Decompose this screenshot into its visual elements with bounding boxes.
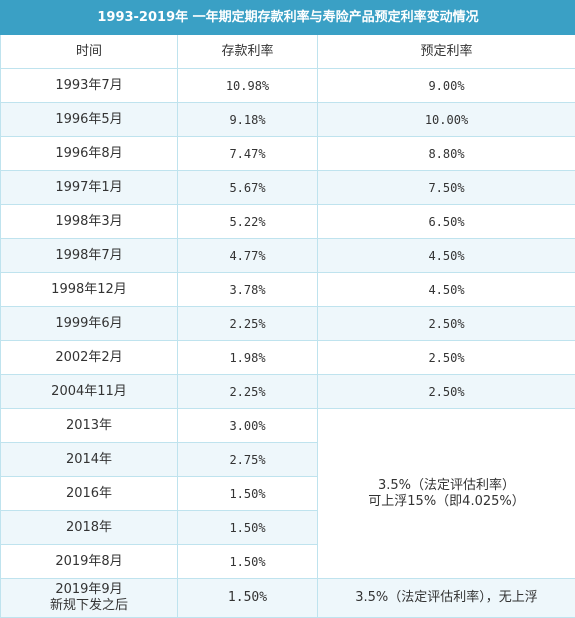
table-row: 1996年8月 7.47% 8.80%	[1, 137, 575, 171]
cell-preset-rate: 10.00%	[318, 103, 575, 137]
last-time-line1: 2019年9月	[1, 582, 177, 598]
table-title-row: 1993-2019年 一年期定期存款利率与寿险产品预定利率变动情况	[1, 1, 575, 35]
cell-time: 2002年2月	[1, 341, 178, 375]
table-row: 2019年9月 新规下发之后 1.50% 3.5%（法定评估利率），无上浮	[1, 579, 575, 618]
table-row: 2013年 3.00% 3.5%（法定评估利率） 可上浮15%（即4.025%）	[1, 409, 575, 443]
table-row: 1998年7月 4.77% 4.50%	[1, 239, 575, 273]
cell-time: 1996年5月	[1, 103, 178, 137]
last-time-line2: 新规下发之后	[1, 598, 177, 614]
cell-preset-rate: 9.00%	[318, 69, 575, 103]
cell-deposit-rate: 3.00%	[178, 409, 318, 443]
cell-time: 2014年	[1, 443, 178, 477]
cell-preset-rate-merged: 3.5%（法定评估利率） 可上浮15%（即4.025%）	[318, 409, 575, 579]
cell-preset-rate: 2.50%	[318, 341, 575, 375]
merged-preset-line1: 3.5%（法定评估利率）	[318, 478, 575, 494]
table-row: 1997年1月 5.67% 7.50%	[1, 171, 575, 205]
cell-time: 2019年8月	[1, 545, 178, 579]
table-title: 1993-2019年 一年期定期存款利率与寿险产品预定利率变动情况	[1, 1, 575, 35]
cell-time: 1998年3月	[1, 205, 178, 239]
merged-preset-line2: 可上浮15%（即4.025%）	[318, 494, 575, 510]
cell-time: 2013年	[1, 409, 178, 443]
cell-deposit-rate: 2.25%	[178, 375, 318, 409]
cell-time: 1998年7月	[1, 239, 178, 273]
table-row: 1998年3月 5.22% 6.50%	[1, 205, 575, 239]
cell-preset-rate: 7.50%	[318, 171, 575, 205]
table-row: 1999年6月 2.25% 2.50%	[1, 307, 575, 341]
table-row: 1998年12月 3.78% 4.50%	[1, 273, 575, 307]
table-row: 2002年2月 1.98% 2.50%	[1, 341, 575, 375]
cell-preset-rate: 8.80%	[318, 137, 575, 171]
header-time: 时间	[1, 35, 178, 69]
cell-deposit-rate: 1.98%	[178, 341, 318, 375]
cell-time: 1997年1月	[1, 171, 178, 205]
cell-deposit-rate: 1.50%	[178, 511, 318, 545]
cell-preset-rate: 2.50%	[318, 375, 575, 409]
header-preset-rate: 预定利率	[318, 35, 575, 69]
table-header-row: 时间 存款利率 预定利率	[1, 35, 575, 69]
cell-preset-rate: 2.50%	[318, 307, 575, 341]
cell-preset-rate: 6.50%	[318, 205, 575, 239]
cell-deposit-rate: 2.25%	[178, 307, 318, 341]
cell-deposit-rate: 2.75%	[178, 443, 318, 477]
cell-time: 2019年9月 新规下发之后	[1, 579, 178, 618]
cell-preset-rate: 3.5%（法定评估利率），无上浮	[318, 579, 575, 618]
cell-time: 2018年	[1, 511, 178, 545]
cell-deposit-rate: 4.77%	[178, 239, 318, 273]
cell-deposit-rate: 1.50%	[178, 477, 318, 511]
cell-deposit-rate: 3.78%	[178, 273, 318, 307]
table-row: 1993年7月 10.98% 9.00%	[1, 69, 575, 103]
cell-deposit-rate: 5.22%	[178, 205, 318, 239]
cell-preset-rate: 4.50%	[318, 273, 575, 307]
cell-deposit-rate: 7.47%	[178, 137, 318, 171]
cell-time: 2004年11月	[1, 375, 178, 409]
cell-time: 1998年12月	[1, 273, 178, 307]
cell-deposit-rate: 1.50%	[178, 579, 318, 618]
cell-deposit-rate: 5.67%	[178, 171, 318, 205]
cell-deposit-rate: 1.50%	[178, 545, 318, 579]
table-row: 1996年5月 9.18% 10.00%	[1, 103, 575, 137]
cell-time: 1999年6月	[1, 307, 178, 341]
cell-time: 2016年	[1, 477, 178, 511]
cell-time: 1996年8月	[1, 137, 178, 171]
table-row: 2004年11月 2.25% 2.50%	[1, 375, 575, 409]
header-deposit-rate: 存款利率	[178, 35, 318, 69]
cell-time: 1993年7月	[1, 69, 178, 103]
cell-deposit-rate: 10.98%	[178, 69, 318, 103]
cell-preset-rate: 4.50%	[318, 239, 575, 273]
cell-deposit-rate: 9.18%	[178, 103, 318, 137]
